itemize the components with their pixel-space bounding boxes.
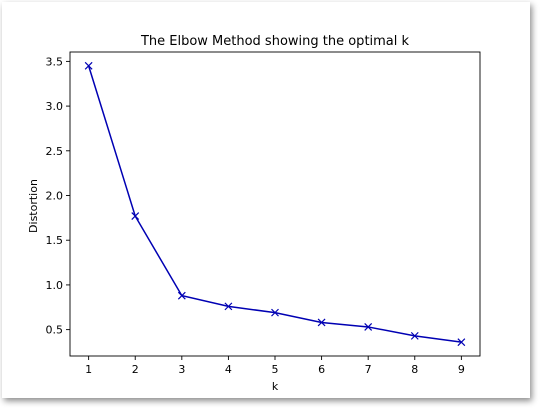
x-tick-label: 7 xyxy=(365,363,372,376)
data-point-marker xyxy=(457,338,466,347)
y-axis-label: Distortion xyxy=(27,179,40,233)
chart-title: The Elbow Method showing the optimal k xyxy=(140,34,410,49)
y-tick-label: 0.5 xyxy=(46,324,64,337)
y-tick-label: 2.5 xyxy=(46,145,64,158)
data-point-marker xyxy=(224,302,233,311)
data-point-marker xyxy=(177,291,186,300)
data-point-marker xyxy=(84,61,93,70)
data-point-marker xyxy=(271,308,279,317)
x-tick-label: 6 xyxy=(318,363,325,376)
y-tick-label: 1.5 xyxy=(46,234,64,247)
x-tick-label: 4 xyxy=(225,363,232,376)
x-axis-label: k xyxy=(272,380,279,393)
x-tick-label: 5 xyxy=(272,363,279,376)
data-point-marker xyxy=(364,323,373,331)
series-line xyxy=(87,65,462,343)
data-point-marker xyxy=(317,318,326,327)
x-tick-label: 1 xyxy=(85,363,92,376)
data-point-marker xyxy=(131,212,140,220)
x-tick-label: 9 xyxy=(458,363,465,376)
plot-area: 1 2 3 4 5 6 7 8 9 0.5 1.0 1.5 2.0 2.5 3.0 3.5 xyxy=(46,51,481,376)
y-tick-label: 3.0 xyxy=(46,100,64,113)
x-tick-label: 8 xyxy=(411,363,418,376)
data-point-marker xyxy=(410,331,419,340)
x-tick-label: 3 xyxy=(178,363,185,376)
y-tick-label: 1.0 xyxy=(46,279,64,292)
y-tick-label: 2.0 xyxy=(46,190,64,203)
y-tick-label: 3.5 xyxy=(46,55,64,68)
x-tick-label: 2 xyxy=(132,363,139,376)
